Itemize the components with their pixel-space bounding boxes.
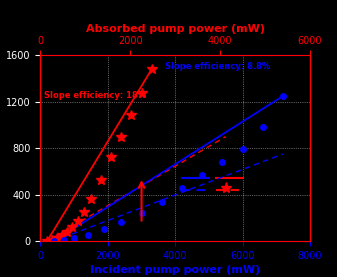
X-axis label: Absorbed pump power (mW): Absorbed pump power (mW) <box>86 24 265 34</box>
Text: Slope efficiency: 8.8%: Slope efficiency: 8.8% <box>165 62 270 71</box>
Text: Slope efficiency: 18%: Slope efficiency: 18% <box>44 91 146 100</box>
X-axis label: Incident pump power (mW): Incident pump power (mW) <box>90 265 261 275</box>
